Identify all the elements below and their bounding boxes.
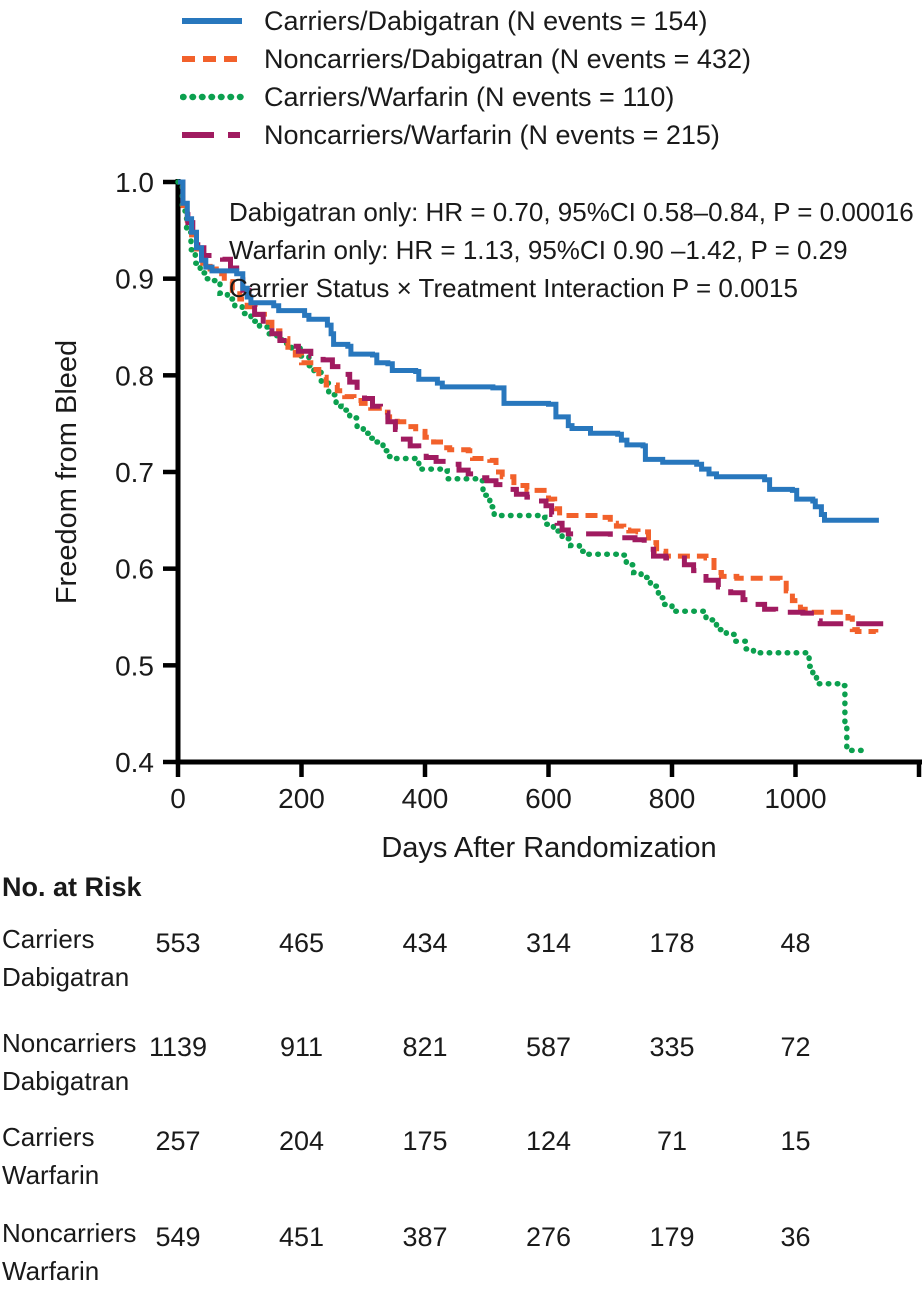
risk-count: 1139 — [148, 1032, 208, 1062]
risk-count: 821 — [402, 1032, 448, 1062]
risk-row-label: Noncarriers Dabigatran — [2, 1028, 137, 1096]
legend-label: Carriers/Warfarin (N events = 110) — [264, 81, 675, 112]
risk-count: 48 — [780, 928, 811, 958]
risk-count: 314 — [525, 928, 572, 958]
risk-row-label: Carriers Dabigatran — [2, 924, 130, 992]
y-tick-label: 0.5 — [115, 650, 154, 681]
y-tick-label: 0.4 — [115, 747, 154, 778]
legend-label: Noncarriers/Warfarin (N events = 215) — [264, 119, 720, 150]
curve-carriers-warfarin — [175, 179, 868, 755]
legend-item-carriers-dabigatran: Carriers/Dabigatran (N events = 154) — [180, 2, 751, 40]
legend-item-noncarriers-warfarin: Noncarriers/Warfarin (N events = 215) — [180, 116, 751, 154]
y-axis-title: Freedom from Bleed — [51, 340, 83, 604]
risk-count: 335 — [649, 1032, 695, 1062]
risk-count: 179 — [649, 1222, 695, 1252]
risk-count: 276 — [525, 1222, 572, 1252]
risk-count: 124 — [525, 1126, 572, 1156]
legend-line-dotted-icon — [180, 93, 244, 101]
annotation-dabigatran-hr: Dabigatran only: HR = 0.70, 95%CI 0.58–0… — [229, 197, 914, 227]
x-axis-title: Days After Randomization — [381, 832, 716, 864]
risk-count: 175 — [402, 1126, 448, 1156]
risk-count: 911 — [279, 1032, 324, 1062]
risk-row-label: Noncarriers Warfarin — [2, 1218, 137, 1286]
annotation-interaction-p: Carrier Status × Treatment Interaction P… — [229, 273, 798, 303]
y-tick-label: 0.8 — [115, 360, 154, 391]
risk-count: 257 — [155, 1126, 201, 1156]
risk-table-title: No. at Risk — [2, 872, 142, 902]
legend-line-dashed-icon — [182, 56, 242, 62]
risk-count: 451 — [278, 1222, 325, 1252]
risk-count: 204 — [278, 1126, 325, 1156]
x-tick-label: 1000 — [764, 783, 826, 814]
risk-count: 36 — [780, 1222, 811, 1252]
risk-count: 465 — [278, 928, 325, 958]
y-tick-label: 0.7 — [115, 457, 154, 488]
km-plot: 1.0 0.9 0.8 0.7 0.6 0.5 0.4 0 200 400 600 800 1000 D… — [51, 167, 922, 864]
risk-count: 15 — [780, 1126, 811, 1156]
legend-item-noncarriers-dabigatran: Noncarriers/Dabigatran (N events = 432) — [180, 40, 751, 78]
legend-line-solid-icon — [182, 18, 242, 24]
legend-label: Noncarriers/Dabigatran (N events = 432) — [264, 43, 751, 74]
curve-noncarriers-warfarin — [178, 179, 888, 627]
curve-carriers-dabigatran — [178, 179, 879, 523]
legend: Carriers/Dabigatran (N events = 154) Non… — [180, 2, 751, 154]
risk-count: 549 — [155, 1222, 201, 1252]
x-tick-label: 0 — [170, 783, 186, 814]
x-tick-label: 200 — [278, 783, 325, 814]
y-tick-label: 1.0 — [115, 167, 154, 198]
x-tick-label: 400 — [402, 783, 449, 814]
legend-line-longdash-icon — [182, 132, 242, 138]
annotation-warfarin-hr: Warfarin only: HR = 1.13, 95%CI 0.90 –1.… — [229, 235, 848, 265]
risk-count: 178 — [649, 928, 695, 958]
risk-count: 553 — [155, 928, 201, 958]
y-tick-label: 0.9 — [115, 264, 154, 295]
survival-curves — [175, 179, 888, 755]
risk-count: 434 — [402, 928, 448, 958]
risk-count: 587 — [525, 1032, 572, 1062]
legend-label: Carriers/Dabigatran (N events = 154) — [264, 5, 708, 36]
x-tick-label: 600 — [525, 783, 572, 814]
axes: 1.0 0.9 0.8 0.7 0.6 0.5 0.4 0 200 400 600 800 1000 — [115, 167, 922, 814]
legend-item-carriers-warfarin: Carriers/Warfarin (N events = 110) — [180, 78, 751, 116]
risk-count: 71 — [656, 1126, 688, 1156]
risk-count: 72 — [780, 1032, 811, 1062]
y-tick-label: 0.6 — [115, 554, 154, 585]
risk-row-label: Carriers Warfarin — [2, 1122, 100, 1190]
risk-count: 387 — [402, 1222, 448, 1252]
x-tick-label: 800 — [649, 783, 696, 814]
